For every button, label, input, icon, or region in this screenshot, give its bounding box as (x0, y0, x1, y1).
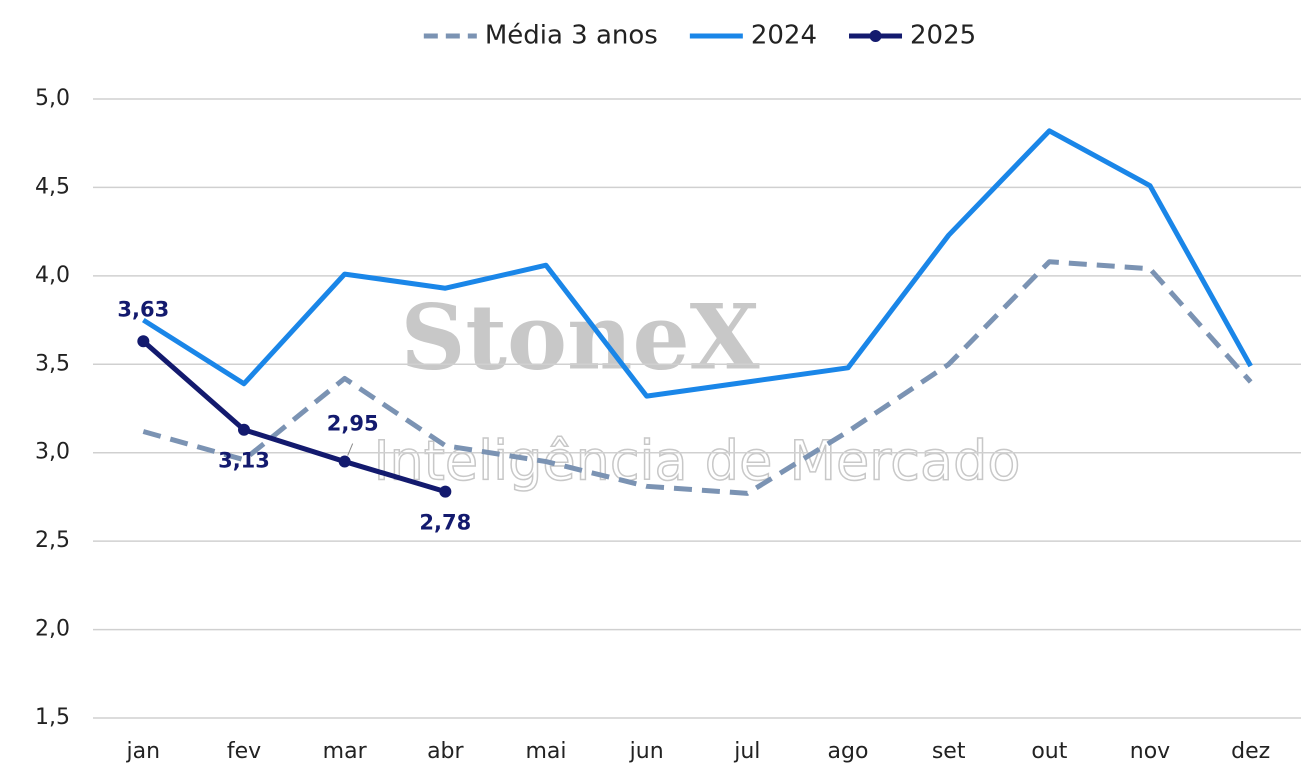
y-tick-label: 5,0 (35, 86, 70, 111)
x-tick-label: ago (828, 739, 869, 764)
watermark: Inteligência de Mercado (374, 430, 1021, 493)
point (238, 423, 250, 436)
x-tick-label: out (1031, 739, 1067, 764)
watermark: StoneX (400, 285, 759, 391)
x-tick-label: fev (227, 739, 261, 764)
x-tick-label: jul (733, 739, 760, 764)
legend-item: 2024 (689, 21, 817, 51)
y-tick-label: 2,0 (35, 617, 70, 642)
x-tick-label: mai (525, 739, 566, 764)
value-label: 3,63 (117, 297, 169, 321)
x-tick-label: dez (1231, 739, 1270, 764)
point (439, 485, 452, 498)
legend-item: 2025 (849, 21, 976, 51)
point (338, 455, 351, 468)
point (137, 335, 150, 348)
value-label: 2,78 (419, 511, 471, 535)
y-tick-label: 2,5 (35, 528, 70, 553)
y-tick-label: 4,5 (35, 174, 70, 199)
value-label: 3,13 (218, 449, 270, 473)
x-tick-label: jan (126, 739, 161, 764)
value-label: 2,95 (327, 412, 379, 436)
leader-line (347, 443, 354, 456)
y-tick-label: 3,0 (35, 440, 70, 465)
series-line (141, 128, 1253, 399)
legend-label: 2024 (751, 21, 817, 51)
x-tick-label: mar (323, 739, 368, 764)
series-line (142, 259, 1253, 496)
y-tick-label: 4,0 (35, 263, 70, 288)
x-tick-label: nov (1130, 739, 1170, 764)
y-tick-label: 3,5 (35, 351, 70, 376)
x-tick-label: abr (427, 739, 464, 764)
legend-marker (869, 30, 882, 42)
legend-label: Média 3 anos (485, 21, 658, 51)
x-tick-label: jun (629, 739, 664, 764)
y-tick-label: 1,5 (35, 705, 70, 730)
x-tick-label: set (932, 739, 966, 764)
legend-label: 2025 (910, 21, 976, 51)
series-line (141, 339, 447, 495)
legend-item: Média 3 anos (423, 21, 658, 51)
